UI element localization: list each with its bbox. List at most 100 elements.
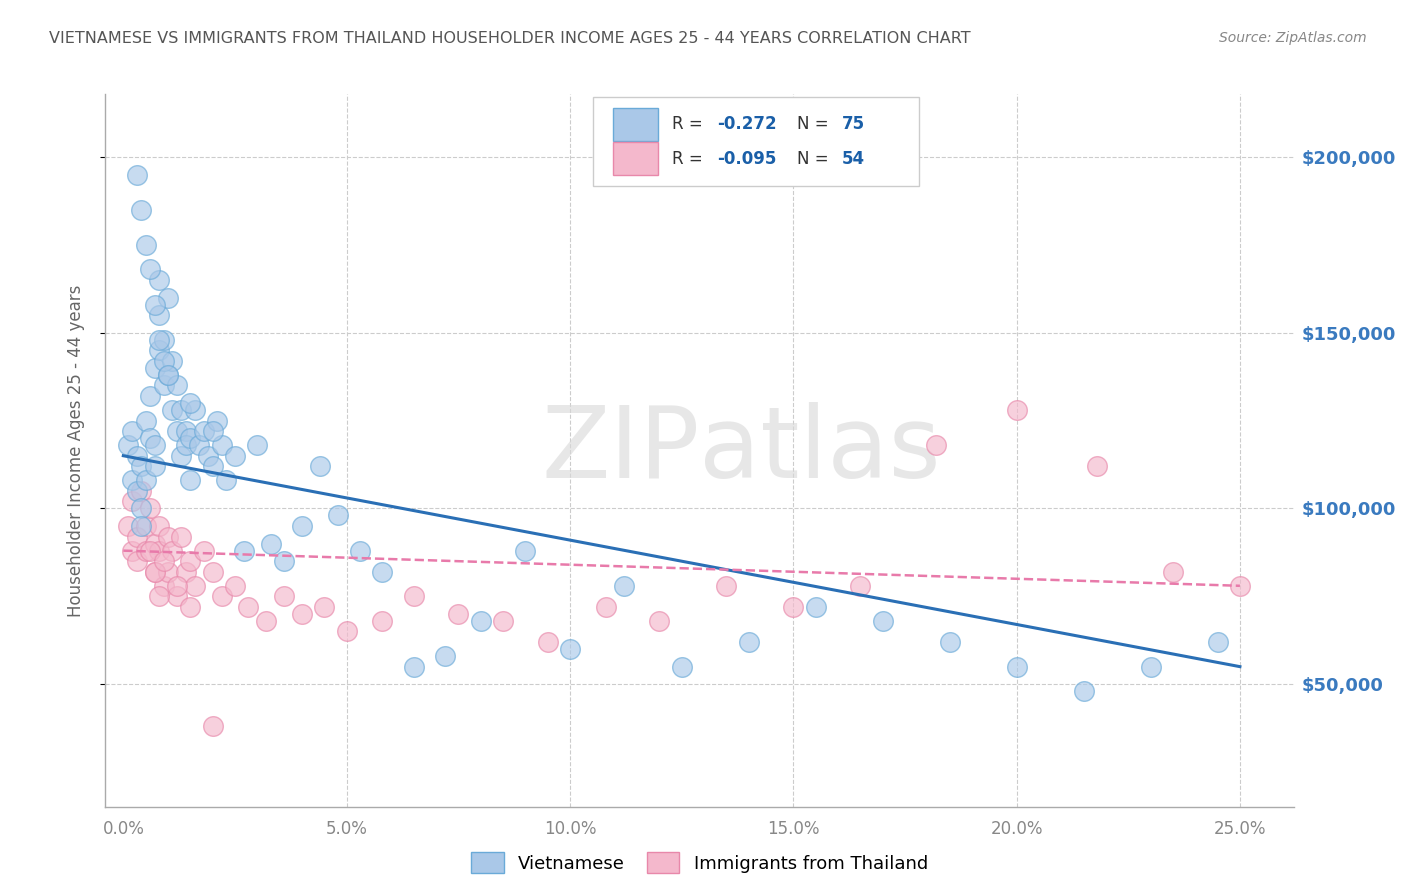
Text: VIETNAMESE VS IMMIGRANTS FROM THAILAND HOUSEHOLDER INCOME AGES 25 - 44 YEARS COR: VIETNAMESE VS IMMIGRANTS FROM THAILAND H… — [49, 31, 970, 46]
Point — [215, 473, 238, 487]
Point — [135, 543, 157, 558]
Point — [166, 378, 188, 392]
Point — [129, 459, 152, 474]
Point — [336, 624, 359, 639]
Point — [121, 424, 143, 438]
Point — [148, 543, 170, 558]
Point — [246, 438, 269, 452]
Point — [148, 273, 170, 287]
Point — [135, 237, 157, 252]
Point — [135, 473, 157, 487]
Point — [121, 473, 143, 487]
Point — [1073, 684, 1095, 698]
Point — [188, 438, 211, 452]
Point — [156, 291, 179, 305]
Point — [254, 614, 277, 628]
Point — [148, 308, 170, 322]
Text: -0.272: -0.272 — [717, 115, 778, 133]
Text: Source: ZipAtlas.com: Source: ZipAtlas.com — [1219, 31, 1367, 45]
Point — [648, 614, 671, 628]
Point — [148, 590, 170, 604]
Point — [782, 599, 804, 614]
Point — [558, 642, 581, 657]
Point — [152, 333, 174, 347]
Text: 54: 54 — [842, 151, 865, 169]
Point — [470, 614, 492, 628]
Legend: Vietnamese, Immigrants from Thailand: Vietnamese, Immigrants from Thailand — [464, 845, 935, 880]
Point — [148, 519, 170, 533]
Text: N =: N = — [797, 151, 834, 169]
Point — [402, 590, 425, 604]
Point — [291, 607, 314, 621]
Point — [371, 614, 394, 628]
Point — [156, 565, 179, 579]
Point — [291, 519, 314, 533]
Point — [260, 536, 283, 550]
Point — [326, 508, 349, 523]
Point — [224, 579, 246, 593]
Point — [1085, 459, 1108, 474]
Point — [156, 368, 179, 382]
Point — [273, 554, 295, 568]
Point — [139, 431, 162, 445]
Point — [179, 473, 201, 487]
Point — [156, 530, 179, 544]
Point — [1005, 659, 1028, 673]
Point — [170, 403, 193, 417]
Text: N =: N = — [797, 115, 834, 133]
Point — [125, 168, 148, 182]
Point — [201, 719, 224, 733]
Point — [925, 438, 948, 452]
Point — [232, 543, 254, 558]
Point — [184, 403, 207, 417]
Point — [205, 414, 228, 428]
Point — [156, 368, 179, 382]
Point — [179, 396, 201, 410]
Point — [737, 635, 759, 649]
Point — [211, 590, 233, 604]
Point — [117, 519, 139, 533]
Point — [938, 635, 960, 649]
Point — [536, 635, 558, 649]
FancyBboxPatch shape — [592, 97, 920, 186]
Text: R =: R = — [672, 151, 709, 169]
Point — [143, 438, 166, 452]
Point — [238, 599, 260, 614]
Point — [174, 424, 197, 438]
Point — [273, 590, 295, 604]
Text: 75: 75 — [842, 115, 865, 133]
Point — [1005, 403, 1028, 417]
Point — [197, 449, 219, 463]
Point — [152, 579, 174, 593]
Point — [201, 424, 224, 438]
Text: R =: R = — [672, 115, 709, 133]
Point — [143, 536, 166, 550]
Point — [139, 501, 162, 516]
Point — [402, 659, 425, 673]
Point — [174, 565, 197, 579]
Text: -0.095: -0.095 — [717, 151, 776, 169]
Text: ZIP: ZIP — [541, 402, 700, 499]
Point — [125, 554, 148, 568]
Point — [224, 449, 246, 463]
Point — [804, 599, 827, 614]
Point — [492, 614, 515, 628]
Point — [152, 554, 174, 568]
Point — [179, 554, 201, 568]
Point — [308, 459, 330, 474]
Point — [184, 579, 207, 593]
Point — [314, 599, 336, 614]
Text: atlas: atlas — [700, 402, 941, 499]
Point — [166, 590, 188, 604]
Point — [125, 483, 148, 498]
Point — [515, 543, 537, 558]
Point — [849, 579, 872, 593]
Point — [170, 449, 193, 463]
Point — [135, 519, 157, 533]
Point — [143, 459, 166, 474]
FancyBboxPatch shape — [613, 108, 658, 141]
Point — [139, 389, 162, 403]
Point — [148, 343, 170, 358]
Point — [349, 543, 371, 558]
Point — [671, 659, 693, 673]
